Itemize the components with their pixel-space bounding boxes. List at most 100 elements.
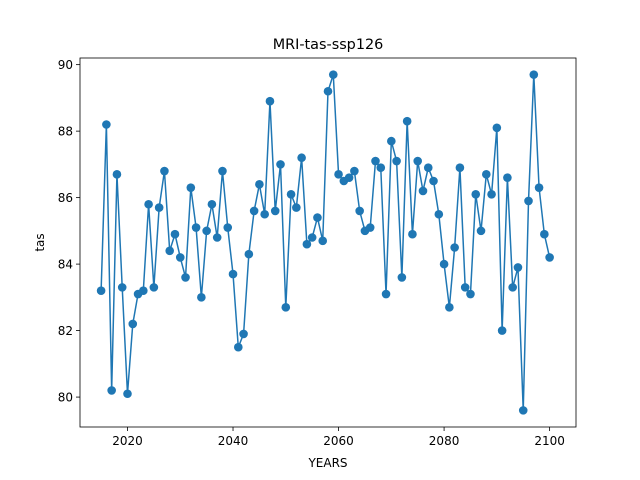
data-point: [413, 156, 423, 166]
data-point: [160, 166, 169, 176]
data-point: [513, 263, 523, 272]
data-point: [450, 243, 459, 252]
data-point: [508, 283, 517, 292]
axis-ticks: 2020 2040 2060 2080 2100 80 82 84 86 88 90: [58, 58, 565, 448]
data-point: [540, 229, 549, 239]
data-point: [365, 223, 375, 232]
data-point: [392, 156, 401, 166]
data-point: [207, 199, 217, 209]
data-point: [181, 273, 190, 282]
plot-area: [96, 70, 554, 415]
data-point: [234, 342, 243, 352]
x-tick-label: 2040: [218, 434, 249, 448]
data-point: [260, 209, 269, 219]
data-point: [276, 160, 285, 169]
data-point: [197, 293, 206, 302]
data-point: [149, 283, 159, 292]
data-point: [482, 170, 491, 179]
data-point: [249, 206, 259, 216]
data-point: [128, 319, 138, 329]
y-tick-label: 80: [58, 391, 73, 405]
data-point: [144, 199, 153, 209]
data-point: [534, 183, 544, 192]
axes-frame: [79, 57, 577, 428]
data-point: [297, 153, 306, 163]
data-point: [292, 203, 301, 212]
data-point: [381, 289, 391, 299]
data-point: [355, 206, 364, 216]
data-point: [323, 86, 333, 96]
data-point: [202, 226, 211, 236]
data-point: [503, 173, 512, 182]
data-point: [270, 206, 280, 216]
data-point: [265, 96, 275, 106]
x-tick-label: 2020: [112, 434, 143, 448]
data-point: [429, 176, 438, 186]
x-tick-label: 2060: [323, 434, 354, 448]
data-point: [344, 173, 354, 182]
data-point: [439, 259, 449, 269]
data-point: [497, 326, 507, 335]
y-tick-label: 86: [58, 191, 73, 205]
data-point: [545, 253, 554, 262]
data-point: [228, 269, 238, 279]
data-point: [212, 233, 222, 242]
data-point: [218, 166, 227, 176]
data-point: [154, 203, 164, 212]
data-point: [117, 283, 127, 292]
data-point: [96, 286, 106, 296]
data-point: [471, 190, 481, 199]
data-point: [328, 70, 338, 79]
data-point: [476, 226, 486, 236]
data-point: [492, 123, 502, 133]
y-axis-label: tas: [33, 233, 47, 251]
data-point: [186, 183, 196, 192]
x-axis-label: YEARS: [307, 456, 347, 470]
data-point: [139, 286, 148, 296]
data-point: [524, 196, 533, 206]
data-point: [102, 120, 111, 129]
data-point: [112, 170, 122, 179]
data-point: [387, 136, 396, 146]
data-point: [223, 223, 233, 232]
data-point: [455, 163, 465, 172]
data-point: [371, 156, 380, 166]
data-point: [518, 406, 528, 415]
data-point: [165, 246, 174, 256]
data-point: [313, 213, 322, 222]
x-tick-label: 2080: [429, 434, 460, 448]
chart-title: MRI-tas-ssp126: [273, 37, 384, 53]
data-point: [281, 303, 291, 312]
data-point: [445, 303, 454, 312]
data-point: [487, 190, 496, 199]
data-point: [418, 186, 428, 196]
data-point: [255, 180, 264, 189]
data-point: [408, 229, 417, 239]
y-tick-label: 82: [58, 324, 73, 338]
data-point: [286, 190, 296, 199]
y-tick-label: 90: [58, 58, 73, 72]
data-point: [460, 283, 470, 292]
data-point: [350, 166, 359, 176]
data-point: [175, 253, 185, 262]
data-point: [466, 289, 475, 299]
x-tick-label: 2100: [534, 434, 565, 448]
data-point: [402, 116, 412, 126]
data-point: [123, 389, 132, 399]
y-tick-label: 84: [58, 258, 73, 272]
data-point: [244, 249, 254, 259]
data-point: [302, 239, 312, 249]
data-point: [334, 170, 343, 179]
data-point: [423, 163, 433, 172]
data-point: [307, 233, 317, 242]
data-point: [397, 273, 407, 282]
data-point: [529, 70, 539, 79]
data-point: [376, 163, 386, 172]
data-point: [239, 329, 248, 339]
data-point: [170, 229, 180, 239]
data-point: [107, 386, 116, 395]
y-tick-label: 88: [58, 125, 73, 139]
data-point: [434, 209, 444, 219]
data-point: [191, 223, 201, 232]
